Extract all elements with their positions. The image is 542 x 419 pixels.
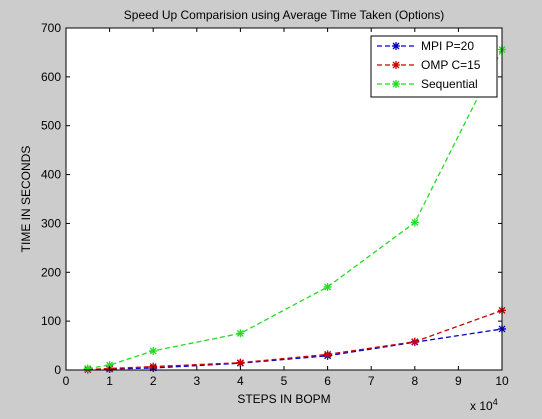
x-tick-label-9: 9 bbox=[455, 374, 462, 388]
y-tick-label-1: 100 bbox=[41, 314, 61, 328]
x-tick-label-4: 4 bbox=[237, 374, 244, 388]
y-tick-label-5: 500 bbox=[41, 119, 61, 133]
data-point-2-4 bbox=[323, 282, 332, 291]
x-tick-label-8: 8 bbox=[411, 374, 418, 388]
x-tick-label-10: 10 bbox=[495, 374, 509, 388]
y-tick-label-6: 600 bbox=[41, 70, 61, 84]
legend-entry-0: MPI P=20 bbox=[377, 39, 474, 53]
x-tick-label-1: 1 bbox=[106, 374, 113, 388]
y-tick-label-4: 400 bbox=[41, 168, 61, 182]
legend-marker-0 bbox=[392, 42, 400, 50]
data-point-1-4 bbox=[323, 350, 332, 359]
legend-label-1: OMP C=15 bbox=[421, 58, 481, 72]
data-point-2-3 bbox=[236, 329, 245, 338]
x-tick-label-3: 3 bbox=[193, 374, 200, 388]
x-axis-exponent-power: 4 bbox=[493, 397, 498, 407]
x-tick-label-7: 7 bbox=[368, 374, 375, 388]
y-tick-label-3: 300 bbox=[41, 216, 61, 230]
data-point-1-3 bbox=[236, 358, 245, 367]
y-tick-label-0: 0 bbox=[54, 363, 61, 377]
x-tick-label-5: 5 bbox=[281, 374, 288, 388]
legend-label-0: MPI P=20 bbox=[421, 39, 474, 53]
x-axis-exponent-base: x 10 bbox=[470, 399, 493, 413]
x-tick-label-0: 0 bbox=[63, 374, 70, 388]
legend-marker-1 bbox=[392, 61, 400, 69]
y-tick-label-2: 200 bbox=[41, 265, 61, 279]
legend: MPI P=20 OMP C=15 Sequential bbox=[370, 35, 498, 98]
legend-entry-2: Sequential bbox=[377, 77, 478, 91]
x-tick-label-6: 6 bbox=[324, 374, 331, 388]
series-layer bbox=[83, 45, 506, 374]
y-axis-label: TIME IN SECONDS bbox=[19, 146, 33, 253]
legend-marker-2 bbox=[392, 80, 400, 88]
x-tick-label-2: 2 bbox=[150, 374, 157, 388]
data-point-2-0 bbox=[83, 364, 92, 373]
x-axis-exponent: x 104 bbox=[470, 397, 498, 413]
y-tick-label-7: 700 bbox=[41, 21, 61, 35]
data-point-2-1 bbox=[105, 361, 114, 370]
data-point-2-2 bbox=[149, 346, 158, 355]
series-2 bbox=[83, 45, 506, 373]
chart-title: Speed Up Comparision using Average Time … bbox=[124, 8, 444, 22]
data-point-1-5 bbox=[410, 337, 419, 346]
data-point-2-5 bbox=[410, 218, 419, 227]
legend-entry-1: OMP C=15 bbox=[377, 58, 481, 72]
legend-label-2: Sequential bbox=[421, 77, 478, 91]
x-axis-label: STEPS IN BOPM bbox=[237, 392, 330, 406]
